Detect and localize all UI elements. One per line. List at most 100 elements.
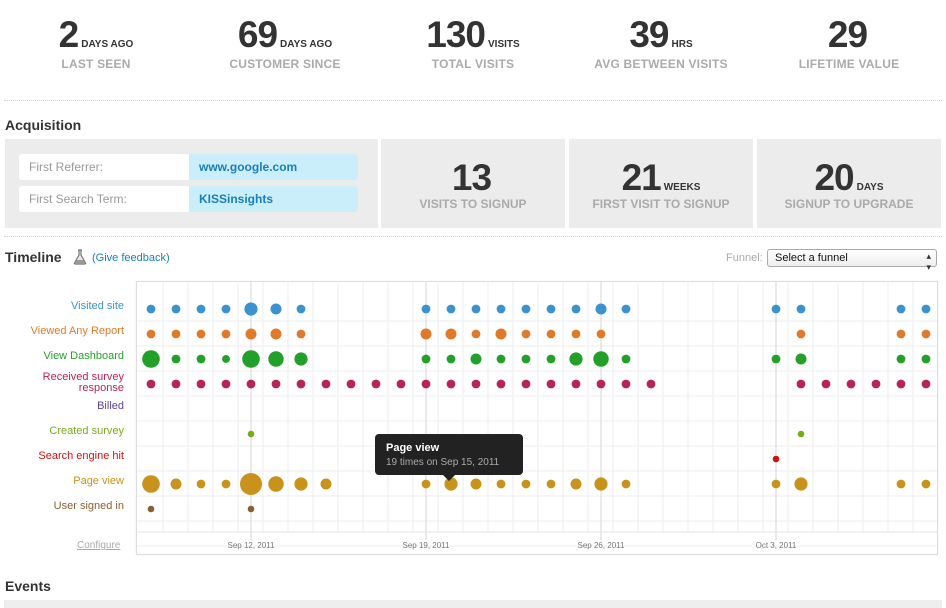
timeline-chart-svg: Sep 12, 2011 Sep 19, 2011 Sep 26, 2011 Oct … [137, 282, 937, 550]
data-point [146, 379, 156, 389]
box-unit: WEEKS [663, 182, 701, 193]
data-point [621, 379, 631, 389]
data-point [796, 379, 806, 389]
box-value: 21 [621, 157, 662, 198]
data-point [171, 354, 181, 364]
data-point [445, 328, 457, 340]
data-point [896, 379, 906, 389]
stat-lifetime-value: 29 LIFETIME VALUE [754, 14, 944, 71]
data-point [521, 354, 531, 364]
data-point [268, 476, 284, 492]
data-point [896, 479, 906, 489]
data-point [421, 379, 431, 389]
data-point [595, 303, 607, 315]
data-point [247, 430, 255, 438]
data-point [268, 351, 284, 367]
data-point [871, 379, 881, 389]
x-tick-label: Sep 26, 2011 [577, 541, 625, 550]
box-label: FIRST VISIT TO SIGNUP [592, 197, 730, 211]
data-point [921, 329, 931, 339]
box-label: SIGNUP TO UPGRADE [784, 197, 914, 211]
data-point [495, 328, 507, 340]
data-point [470, 353, 482, 365]
first-search-term-key: First Search Term: [19, 186, 189, 212]
stat-label: LAST SEEN [61, 57, 131, 71]
data-point [546, 354, 556, 364]
first-referrer-value[interactable]: www.google.com [189, 154, 358, 180]
data-point [321, 379, 331, 389]
data-point [921, 479, 931, 489]
data-point [596, 379, 606, 389]
data-point [221, 379, 231, 389]
data-point [896, 304, 906, 314]
timeline-row-label: View Dashboard [43, 350, 124, 362]
stat-unit: DAYS AGO [81, 39, 134, 50]
stat-value: 130 [426, 14, 486, 55]
data-point [621, 304, 631, 314]
data-point [142, 350, 160, 368]
acquisition-title: Acquisition [5, 117, 82, 133]
timeline-row-label: Viewed Any Report [30, 325, 124, 337]
data-point [446, 354, 456, 364]
timeline-row-label: Billed [97, 400, 124, 412]
funnel-label: Funnel: [726, 252, 763, 264]
data-point [270, 328, 282, 340]
timeline-chart: Sep 12, 2011 Sep 19, 2011 Sep 26, 2011 Oct … [136, 281, 938, 555]
data-point [421, 479, 431, 489]
events-panel [4, 600, 942, 608]
divider [4, 236, 942, 237]
flask-icon [73, 249, 87, 265]
timeline-row-label: User signed in [53, 500, 124, 512]
configure-link[interactable]: Configure [77, 540, 121, 551]
data-point [396, 379, 406, 389]
data-point [571, 304, 581, 314]
data-point [171, 379, 181, 389]
timeline-row-label: Received survey response [42, 371, 124, 394]
data-point [296, 304, 306, 314]
x-tick-label: Sep 12, 2011 [227, 541, 275, 550]
x-tick-label: Sep 19, 2011 [402, 541, 450, 550]
data-point [772, 455, 780, 463]
data-point [796, 304, 806, 314]
summary-stats: 2 DAYS AGO LAST SEEN 69 DAYS AGO CUSTOMER … [0, 0, 946, 100]
box-unit: DAYS [856, 182, 884, 193]
timeline-title: Timeline [5, 249, 62, 265]
data-point [570, 478, 582, 490]
data-point [240, 473, 262, 495]
timeline-row-label: Page view [73, 475, 124, 487]
data-point [247, 505, 255, 513]
data-point [221, 329, 231, 339]
data-point [594, 477, 608, 491]
acquisition-fields-panel [5, 139, 378, 228]
data-point [921, 304, 931, 314]
data-point [521, 329, 531, 339]
data-point [320, 478, 332, 490]
data-point [571, 379, 581, 389]
funnel-selected-value: Select a funnel [775, 252, 848, 264]
stat-unit: VISITS [488, 39, 520, 50]
data-point [797, 430, 805, 438]
data-point [371, 379, 381, 389]
stat-value: 29 [827, 14, 868, 55]
x-tick-label: Oct 3, 2011 [756, 541, 797, 550]
data-point [146, 304, 156, 314]
divider [4, 100, 942, 101]
data-point [896, 354, 906, 364]
data-point [496, 354, 506, 364]
data-point [420, 328, 432, 340]
stat-last-seen: 2 DAYS AGO LAST SEEN [1, 14, 191, 71]
stat-avg-between-visits: 39 HRS AVG BETWEEN VISITS [566, 14, 756, 71]
stat-unit: DAYS AGO [280, 39, 333, 50]
data-point [171, 329, 181, 339]
data-point [196, 329, 206, 339]
data-point [421, 304, 431, 314]
give-feedback-link[interactable]: (Give feedback) [92, 252, 170, 264]
data-point [546, 479, 556, 489]
funnel-select[interactable]: Select a funnel ▴ ▾ [767, 249, 937, 272]
data-point [242, 350, 260, 368]
timeline-row-label: Created survey [49, 425, 124, 437]
data-point [546, 379, 556, 389]
data-point [621, 354, 631, 364]
visits-to-signup-box: 13 VISITS TO SIGNUP [381, 139, 565, 228]
data-point [421, 354, 431, 364]
